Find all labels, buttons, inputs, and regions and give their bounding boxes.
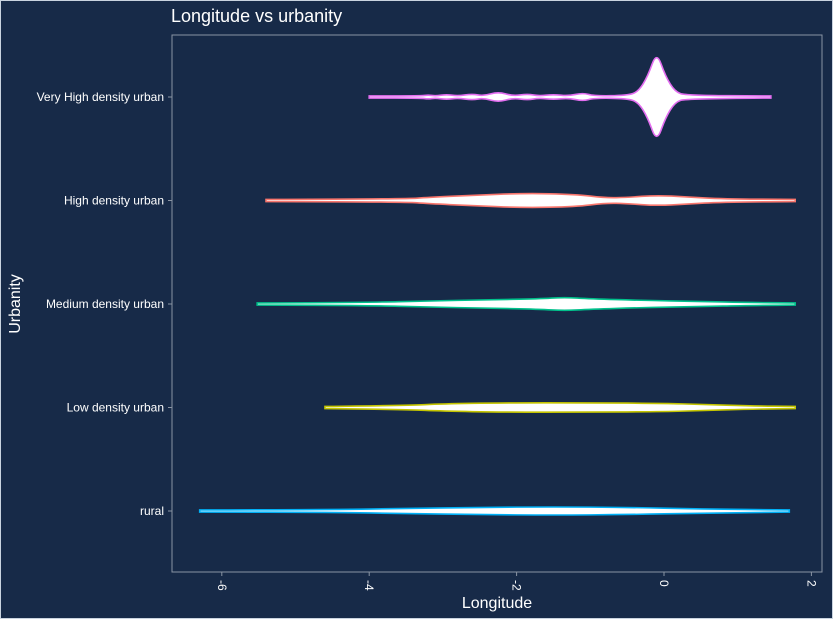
x-axis-ticks: -6 -4 -2 0 2 [215, 572, 818, 591]
y-axis-label: Urbanity [7, 274, 24, 334]
x-tick-label: -6 [215, 580, 229, 591]
violin-medium-density-urban [256, 296, 796, 312]
y-tick-label: High density urban [64, 194, 164, 208]
violin-high-density-urban [265, 192, 796, 209]
y-tick-label: Very High density urban [37, 90, 164, 104]
y-tick-label: Medium density urban [46, 297, 164, 311]
x-tick-label: -2 [510, 580, 524, 591]
violins-group [198, 56, 796, 516]
y-tick-label: rural [140, 504, 164, 518]
x-tick-label: -4 [362, 580, 376, 591]
x-tick-label: 0 [657, 580, 671, 587]
violin-low-density-urban [324, 402, 796, 413]
violin-rural [198, 506, 791, 516]
chart-title: Longitude vs urbanity [171, 6, 342, 26]
y-axis-ticks: Very High density urban High density urba… [37, 90, 172, 518]
y-tick-label: Low density urban [67, 401, 164, 415]
x-axis-label: Longitude [462, 595, 532, 612]
x-tick-label: 2 [804, 580, 818, 587]
violin-very-high-density-urban [368, 56, 772, 138]
